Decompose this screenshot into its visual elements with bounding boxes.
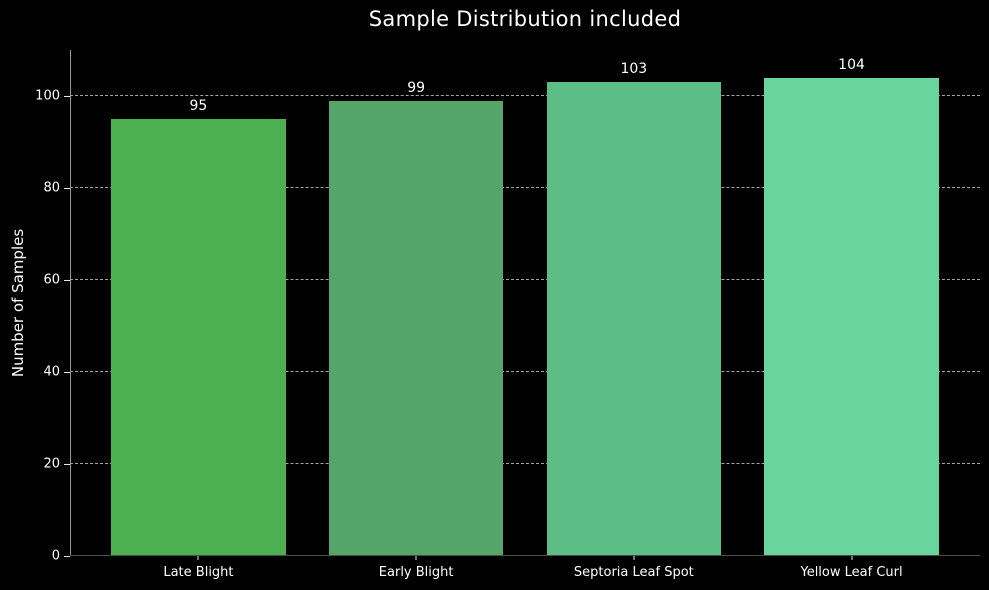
y-axis-label: Number of Samples	[9, 228, 27, 378]
y-tick-mark-20	[64, 464, 70, 465]
plot-area: 0 20 40 60 80 100 95 Late Blight 99 Early Blight 1…	[35, 50, 980, 580]
x-tick-label-early-blight: Early Blight	[378, 565, 454, 580]
x-tick-label-late-blight: Late Blight	[163, 565, 234, 580]
x-tick-mark-yellow-leaf-curl	[851, 556, 853, 560]
x-tick-mark-early-blight	[415, 556, 417, 560]
gridline-40	[70, 371, 980, 372]
x-axis-spine	[70, 555, 980, 556]
y-tick-mark-100	[64, 96, 70, 97]
bar-late-blight	[111, 119, 286, 556]
y-tick-label-20: 20	[43, 456, 60, 472]
y-tick-mark-80	[64, 188, 70, 189]
y-tick-mark-0	[64, 556, 70, 557]
bar-value-yellow-leaf-curl: 104	[838, 56, 865, 73]
x-tick-mark-septoria-leaf-spot	[633, 556, 635, 560]
bar-septoria-leaf-spot	[546, 82, 721, 556]
y-tick-label-40: 40	[43, 364, 60, 380]
y-tick-label-80: 80	[43, 180, 60, 196]
x-tick-label-septoria-leaf-spot: Septoria Leaf Spot	[573, 565, 694, 580]
y-tick-label-0: 0	[51, 548, 60, 564]
gridline-20	[70, 463, 980, 464]
x-tick-label-yellow-leaf-curl: Yellow Leaf Curl	[800, 565, 903, 580]
y-axis-spine	[70, 50, 71, 556]
bar-value-septoria-leaf-spot: 103	[620, 61, 648, 78]
chart-title: Sample Distribution included	[368, 7, 682, 31]
bar-value-late-blight: 95	[189, 98, 208, 114]
bar-value-early-blight: 99	[407, 79, 426, 96]
bar-yellow-leaf-curl	[764, 77, 939, 556]
x-tick-mark-late-blight	[197, 556, 199, 560]
bar-early-blight	[329, 100, 504, 556]
gridline-100	[70, 95, 980, 96]
y-tick-label-100: 100	[35, 88, 60, 104]
gridline-80	[70, 187, 980, 188]
y-tick-mark-40	[64, 372, 70, 373]
gridline-60	[70, 279, 980, 280]
y-tick-mark-60	[64, 280, 70, 281]
y-tick-label-60: 60	[43, 272, 60, 288]
